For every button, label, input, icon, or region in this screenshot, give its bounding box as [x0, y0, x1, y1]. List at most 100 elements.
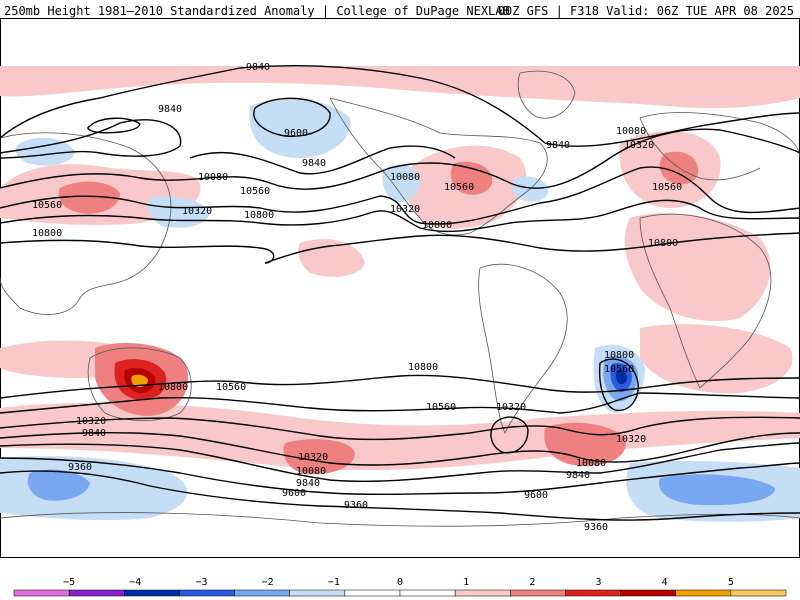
colorbar-segment [565, 589, 621, 597]
contour-10560-atlantic-ridge [598, 358, 639, 412]
contour-label: 10560 [240, 186, 270, 197]
colorbar-ticks: −5 −4 −3 −2 −1 0 1 2 3 4 5 [63, 577, 734, 588]
coast-australia [87, 347, 192, 421]
contour-label: 10320 [298, 452, 328, 463]
coastlines [0, 70, 800, 527]
contour-label: 10320 [624, 140, 654, 151]
colorbar-segment [179, 589, 235, 597]
colorbar-tick-label: 4 [662, 577, 668, 588]
colorbar-tick-label: 3 [595, 577, 601, 588]
contour-label: 10800 [422, 220, 452, 231]
contour-label: 9840 [566, 470, 590, 481]
colorbar-tick-label: −3 [195, 577, 207, 588]
contour-9360-south [0, 470, 800, 521]
colorbar-segment [124, 589, 180, 597]
colorbar-tick-label: −5 [63, 577, 75, 588]
colorbar-tick-label: 2 [529, 577, 535, 588]
contour-label: 9840 [246, 62, 270, 73]
contour-label: 10800 [158, 382, 188, 393]
contour-label: 9840 [302, 158, 326, 169]
colorbar-segment [399, 589, 456, 597]
map-title: 250mb Height 1981–2010 Standardized Anom… [4, 4, 510, 18]
colorbar-segment [510, 589, 566, 597]
contour-label: 10560 [444, 182, 474, 193]
contour-label: 10560 [652, 182, 682, 193]
contour-label: 9840 [82, 428, 106, 439]
coast-asia [0, 132, 172, 315]
contour-9600-south [0, 457, 800, 496]
colorbar-segment [675, 589, 732, 597]
colorbar-tick-label: −1 [328, 577, 340, 588]
contour-label: 10080 [198, 172, 228, 183]
colorbar-tick-label: −2 [262, 577, 274, 588]
positive-anomaly-south-pacific-core [283, 439, 355, 475]
contour-label: 10800 [604, 350, 634, 361]
negative-anomaly-west-pacific-core [27, 469, 90, 501]
contour-label: 9600 [282, 488, 306, 499]
anomaly-shading [0, 66, 800, 522]
contour-10560-south [0, 392, 800, 414]
contour-10320-south [0, 416, 800, 441]
contour-label: 10080 [390, 172, 420, 183]
contour-9840-north [0, 64, 800, 147]
contour-label: 10560 [604, 364, 634, 375]
positive-anomaly-na-core [450, 161, 493, 195]
negative-anomaly-antarctic-east-core [659, 474, 775, 506]
contour-label: 10320 [182, 206, 212, 217]
contour-10560-north [0, 199, 800, 233]
colorbar-segment [620, 589, 676, 597]
contour-label: 10320 [496, 402, 526, 413]
contour-9840-pacific [189, 145, 456, 175]
contour-label: 9360 [344, 500, 368, 511]
positive-anomaly-south-atlantic [640, 324, 793, 394]
anomaly-map: 9840 9840 9600 9840 9840 10080 10320 100… [0, 18, 800, 558]
contour-10320-cutoff [490, 416, 529, 454]
contour-label: 9600 [524, 490, 548, 501]
coast-greenland [517, 70, 576, 119]
negative-anomaly-west-pacific [15, 137, 75, 166]
colorbar-tick-label: 0 [397, 577, 403, 588]
colorbar-segment [289, 589, 346, 597]
height-contours [0, 64, 800, 521]
contour-label: 10320 [616, 434, 646, 445]
contour-labels: 9840 9840 9600 9840 9840 10080 10320 100… [32, 62, 682, 533]
colorbar-segment [13, 589, 70, 597]
contour-label: 9840 [296, 478, 320, 489]
colorbar-segment [68, 589, 125, 597]
contour-label: 10080 [576, 458, 606, 469]
contour-label: 10800 [408, 362, 438, 373]
contour-10800-south [0, 374, 800, 399]
contour-label: 9840 [546, 140, 570, 151]
contour-label: 10320 [390, 204, 420, 215]
contour-10800-north [0, 232, 800, 264]
contour-9840-aleutian [0, 119, 182, 159]
positive-anomaly-south-atlantic-core [544, 422, 626, 466]
contour-label: 9840 [158, 104, 182, 115]
contour-label: 10320 [76, 416, 106, 427]
colorbar-segments [13, 589, 787, 597]
contour-9600-pacific [253, 97, 331, 137]
negative-anomaly-north-pacific [249, 98, 351, 158]
coast-antarctica [0, 512, 800, 527]
contour-10080-south [0, 431, 800, 466]
contour-label: 10560 [32, 200, 62, 211]
coast-africa [639, 213, 772, 389]
colorbar-segment [730, 589, 787, 597]
negative-anomaly-na-west [382, 164, 420, 203]
contour-10320-north [0, 166, 800, 225]
positive-anomaly-africa [624, 213, 771, 322]
contour-9840-south [0, 442, 800, 483]
colorbar-tick-label: −4 [129, 577, 141, 588]
colorbar: −5 −4 −3 −2 −1 0 1 2 3 4 5 [13, 577, 787, 597]
contour-label: 9360 [584, 522, 608, 533]
contour-9600-low [87, 117, 141, 134]
colorbar-segment [344, 589, 401, 597]
contour-label: 10080 [616, 126, 646, 137]
contour-label: 10560 [426, 402, 456, 413]
contour-label: 10800 [648, 238, 678, 249]
negative-anomaly-south-atlantic-max [616, 369, 627, 385]
contour-label: 10800 [244, 210, 274, 221]
colorbar-segment [454, 589, 511, 597]
contour-10080-north [0, 128, 800, 190]
colorbar-tick-label: 5 [728, 577, 734, 588]
